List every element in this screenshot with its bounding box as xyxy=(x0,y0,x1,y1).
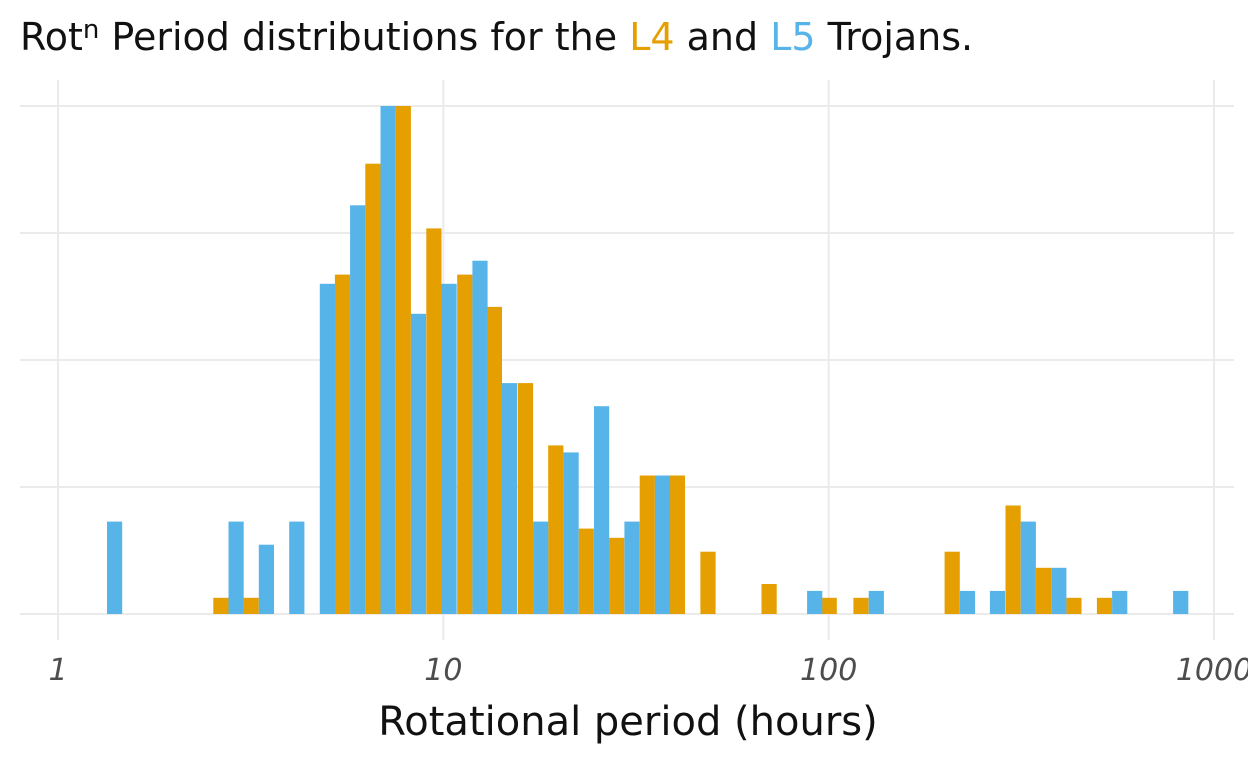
bar-l4 xyxy=(213,597,229,614)
bar-l4 xyxy=(578,528,594,614)
bar-l4 xyxy=(365,163,381,614)
title-part-plain: Rot xyxy=(20,15,83,59)
bars xyxy=(107,106,1189,615)
bar-l4 xyxy=(1066,597,1082,614)
bar-l5 xyxy=(289,521,305,614)
bar-l4 xyxy=(821,597,837,614)
bar-l4 xyxy=(243,597,259,614)
bar-l4 xyxy=(761,584,777,614)
title-part-l4: L4 xyxy=(629,15,674,59)
x-tick-labels: 1 10 100 1000 xyxy=(48,653,1248,688)
bar-l4 xyxy=(395,106,411,614)
bar-l5 xyxy=(258,544,274,614)
bar-l4 xyxy=(609,537,625,614)
x-tick-label: 100 xyxy=(800,653,857,688)
bar-l4 xyxy=(700,551,716,614)
title-part-l5: L5 xyxy=(770,15,815,59)
bar-l5 xyxy=(1051,567,1067,614)
bar-l5 xyxy=(441,283,457,614)
bar-l4 xyxy=(517,383,534,614)
bar-l5 xyxy=(1020,521,1036,614)
bar-l5 xyxy=(533,521,549,614)
bar-l4 xyxy=(944,551,960,614)
bar-l5 xyxy=(502,383,518,614)
bar-l4 xyxy=(548,445,564,614)
bar-l5 xyxy=(350,205,366,615)
bar-l5 xyxy=(624,521,640,614)
bar-l5 xyxy=(563,452,579,614)
bar-l5 xyxy=(380,106,396,614)
bar-l5 xyxy=(959,590,976,614)
bar-l5 xyxy=(1112,590,1128,614)
x-axis-label: Rotational period (hours) xyxy=(378,699,877,745)
bar-l5 xyxy=(594,406,610,614)
bar-l5 xyxy=(319,283,335,614)
bar-l5 xyxy=(410,313,427,614)
bar-l4 xyxy=(1096,597,1113,614)
x-tick-label: 1000 xyxy=(1176,653,1248,688)
bar-l4 xyxy=(639,475,655,614)
bar-l5 xyxy=(1173,590,1189,614)
bar-l5 xyxy=(868,590,884,614)
bar-l4 xyxy=(426,228,442,614)
title-part-superscript: n xyxy=(83,15,99,45)
chart-title: Rotn Period distributions for the L4 and… xyxy=(20,15,973,59)
bar-l4 xyxy=(853,597,869,614)
bar-l5 xyxy=(472,260,488,614)
x-tick-label: 1 xyxy=(48,653,67,688)
bar-l5 xyxy=(807,590,823,614)
bar-l4 xyxy=(1036,567,1052,614)
title-part-plain: Trojans. xyxy=(816,15,974,59)
bar-l5 xyxy=(654,475,671,614)
title-part-plain: Period distributions for the xyxy=(99,15,629,59)
bar-l5 xyxy=(107,521,123,614)
bar-l5 xyxy=(989,590,1006,614)
title-part-plain: and xyxy=(675,15,771,59)
x-tick-label: 10 xyxy=(424,653,462,688)
bar-l4 xyxy=(486,306,502,614)
bar-l4 xyxy=(457,274,473,614)
bar-l5 xyxy=(228,521,244,614)
bar-l4 xyxy=(334,274,351,614)
bar-l4 xyxy=(1005,505,1021,614)
bar-l4 xyxy=(669,475,685,614)
